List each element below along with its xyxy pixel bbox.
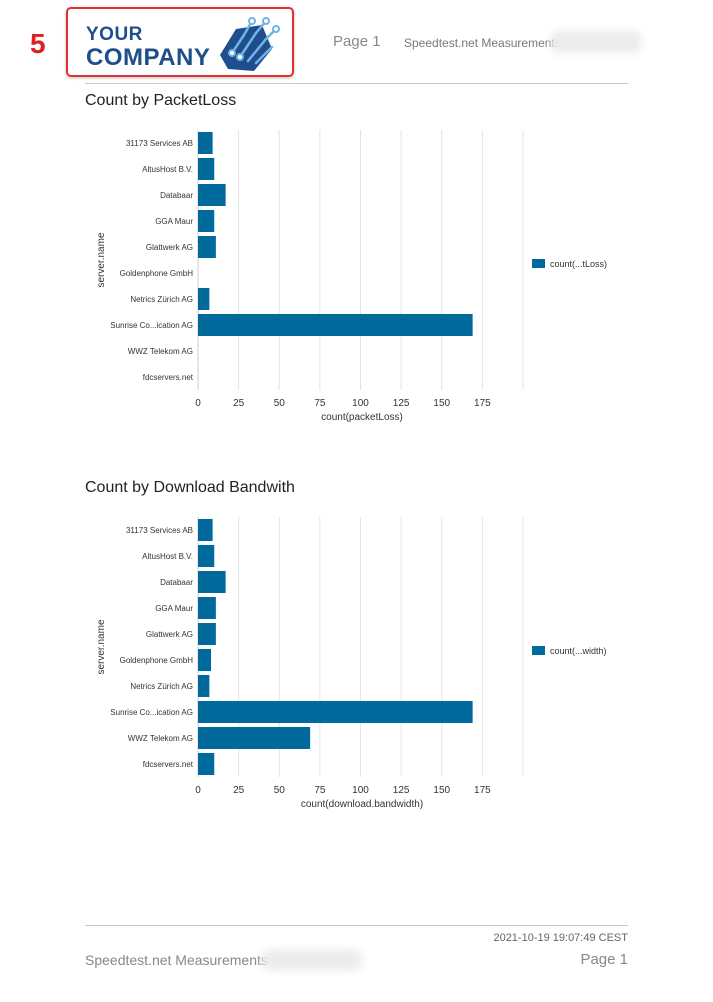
bar	[198, 545, 215, 567]
bar	[198, 753, 215, 775]
circuit-logo-icon	[220, 17, 280, 71]
footer-report-title: Speedtest.net Measurements	[85, 952, 268, 968]
bar	[198, 132, 213, 154]
legend-swatch	[532, 259, 545, 268]
x-tick-label: 100	[352, 785, 369, 796]
category-label: Glattwerk AG	[146, 243, 193, 252]
y-axis-title: server.name	[96, 232, 107, 287]
category-label: WWZ Telekom AG	[128, 734, 193, 743]
logo-text-line2: COMPANY	[86, 44, 211, 71]
packetloss-bar-chart: 31173 Services AB AltusHost B.V. Databaar G…	[96, 130, 607, 423]
bar	[198, 727, 311, 749]
download-bandwidth-bar-chart: 31173 Services AB AltusHost B.V. Databaar G…	[96, 517, 607, 810]
x-tick-label: 25	[233, 785, 245, 796]
category-label: Databaar	[160, 191, 193, 200]
footer-page-number: Page 1	[580, 951, 628, 968]
x-tick-label: 125	[393, 785, 410, 796]
legend-label: count(...width)	[550, 646, 607, 656]
header-divider	[85, 83, 628, 84]
bar	[198, 210, 215, 232]
bar	[198, 675, 210, 697]
x-tick-label: 150	[433, 785, 450, 796]
legend-label: count(...tLoss)	[550, 259, 607, 269]
category-label: AltusHost B.V.	[142, 165, 193, 174]
x-tick-label: 50	[274, 398, 286, 409]
x-tick-label: 175	[474, 398, 491, 409]
redacted-region	[551, 31, 641, 53]
legend-swatch	[532, 646, 545, 655]
category-label: GGA Maur	[155, 217, 193, 226]
bar	[198, 649, 211, 671]
x-tick-label: 175	[474, 785, 491, 796]
category-label: AltusHost B.V.	[142, 552, 193, 561]
category-label: Sunrise Co...ication AG	[110, 708, 193, 717]
x-tick-label: 75	[314, 398, 326, 409]
header-page-number: Page 1	[333, 33, 381, 50]
category-label: Sunrise Co...ication AG	[110, 321, 193, 330]
chart-title: Count by Download Bandwith	[85, 479, 295, 496]
category-label: Goldenphone GmbH	[120, 269, 194, 278]
x-axis-title: count(packetLoss)	[321, 412, 403, 423]
y-axis-title: server.name	[96, 619, 107, 674]
x-tick-label: 125	[393, 398, 410, 409]
x-tick-label: 50	[274, 785, 286, 796]
category-label: Databaar	[160, 578, 193, 587]
bar	[198, 623, 216, 645]
bar	[198, 158, 215, 180]
bar	[198, 288, 210, 310]
header-report-title: Speedtest.net Measurements	[404, 36, 561, 50]
x-tick-label: 25	[233, 398, 245, 409]
category-label: GGA Maur	[155, 604, 193, 613]
x-tick-label: 0	[195, 785, 201, 796]
footer-divider	[85, 925, 628, 926]
redacted-region	[262, 950, 362, 970]
category-label: Netrics Zürich AG	[130, 682, 193, 691]
bar	[198, 597, 216, 619]
category-label: 31173 Services AB	[126, 139, 193, 148]
x-tick-label: 150	[433, 398, 450, 409]
category-label: Netrics Zürich AG	[130, 295, 193, 304]
bar	[198, 236, 216, 258]
x-axis-title: count(download.bandwidth)	[301, 799, 423, 810]
chart-title: Count by PacketLoss	[85, 92, 237, 109]
x-tick-label: 0	[195, 398, 201, 409]
category-label: fdcservers.net	[143, 760, 194, 769]
category-label: WWZ Telekom AG	[128, 347, 193, 356]
logo-text-line1: YOUR	[86, 24, 143, 45]
x-tick-label: 100	[352, 398, 369, 409]
category-label: Glattwerk AG	[146, 630, 193, 639]
bar	[198, 701, 473, 723]
report-timestamp: 2021-10-19 19:07:49 CEST	[493, 932, 628, 944]
x-tick-label: 75	[314, 785, 326, 796]
category-label: fdcservers.net	[143, 373, 194, 382]
company-logo: YOUR COMPANY	[66, 7, 294, 77]
bar	[198, 519, 213, 541]
category-label: 31173 Services AB	[126, 526, 193, 535]
bar	[198, 184, 226, 206]
bar	[198, 571, 226, 593]
category-label: Goldenphone GmbH	[120, 656, 194, 665]
bar	[198, 314, 473, 336]
step-number: 5	[30, 28, 46, 59]
